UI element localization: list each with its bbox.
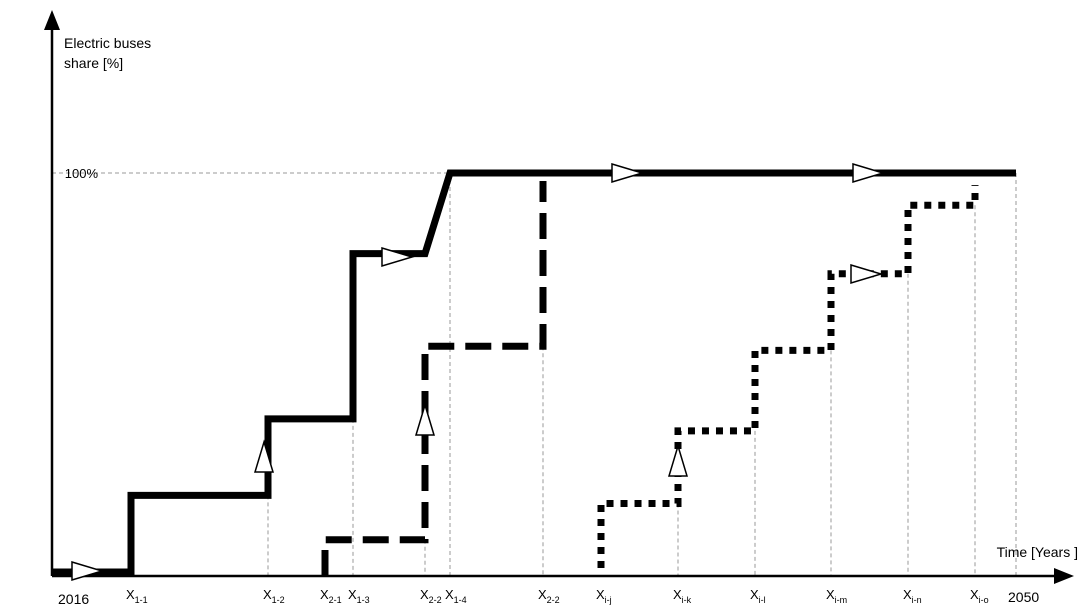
x-tick-label: Xi-m — [826, 587, 847, 605]
x-tick-label-start: 2016 — [58, 591, 89, 606]
series-line-dashed — [321, 181, 547, 576]
x-tick-label: X1-1 — [126, 587, 148, 605]
arrow-right-icon-0 — [71, 560, 105, 582]
x-tick-label: Xi-k — [673, 587, 692, 605]
x-tick-label: X1-3 — [348, 587, 370, 605]
arrow-up-icon-2 — [667, 443, 689, 477]
arrow-up-icon-1 — [414, 402, 436, 436]
y-axis-arrowhead — [44, 10, 60, 30]
x-tick-label: Xi-j — [596, 587, 612, 605]
x-tick-label-end: 2050 — [1008, 589, 1039, 605]
x-axis-label: Time [Years ] — [997, 544, 1078, 560]
arrow-right-icon-4 — [850, 263, 884, 285]
series-line-dotted — [597, 185, 979, 568]
y-axis-label-line-2: share [%] — [64, 55, 123, 71]
x-tick-label: X2-2 — [420, 587, 442, 605]
arrow-right-icon-1 — [381, 246, 415, 268]
x-axis-arrowhead — [1054, 568, 1074, 584]
arrow-right-icon-2 — [611, 162, 645, 184]
x-tick-label: X2-2 — [538, 587, 560, 605]
x-tick-label: X2-1 — [320, 587, 342, 605]
x-tick-label: Xi-l — [750, 587, 766, 605]
x-tick-label: X1-4 — [445, 587, 467, 605]
y-tick-label-100: 100% — [65, 166, 99, 181]
series-line-solid — [52, 169, 1016, 576]
y-axis-label-line-1: Electric buses — [64, 35, 151, 51]
arrow-right-icon-3 — [852, 162, 886, 184]
x-tick-label: Xi-o — [970, 587, 989, 605]
x-tick-label: X1-2 — [263, 587, 285, 605]
arrow-up-icon-0 — [253, 439, 275, 473]
x-tick-label: Xi-n — [903, 587, 922, 605]
